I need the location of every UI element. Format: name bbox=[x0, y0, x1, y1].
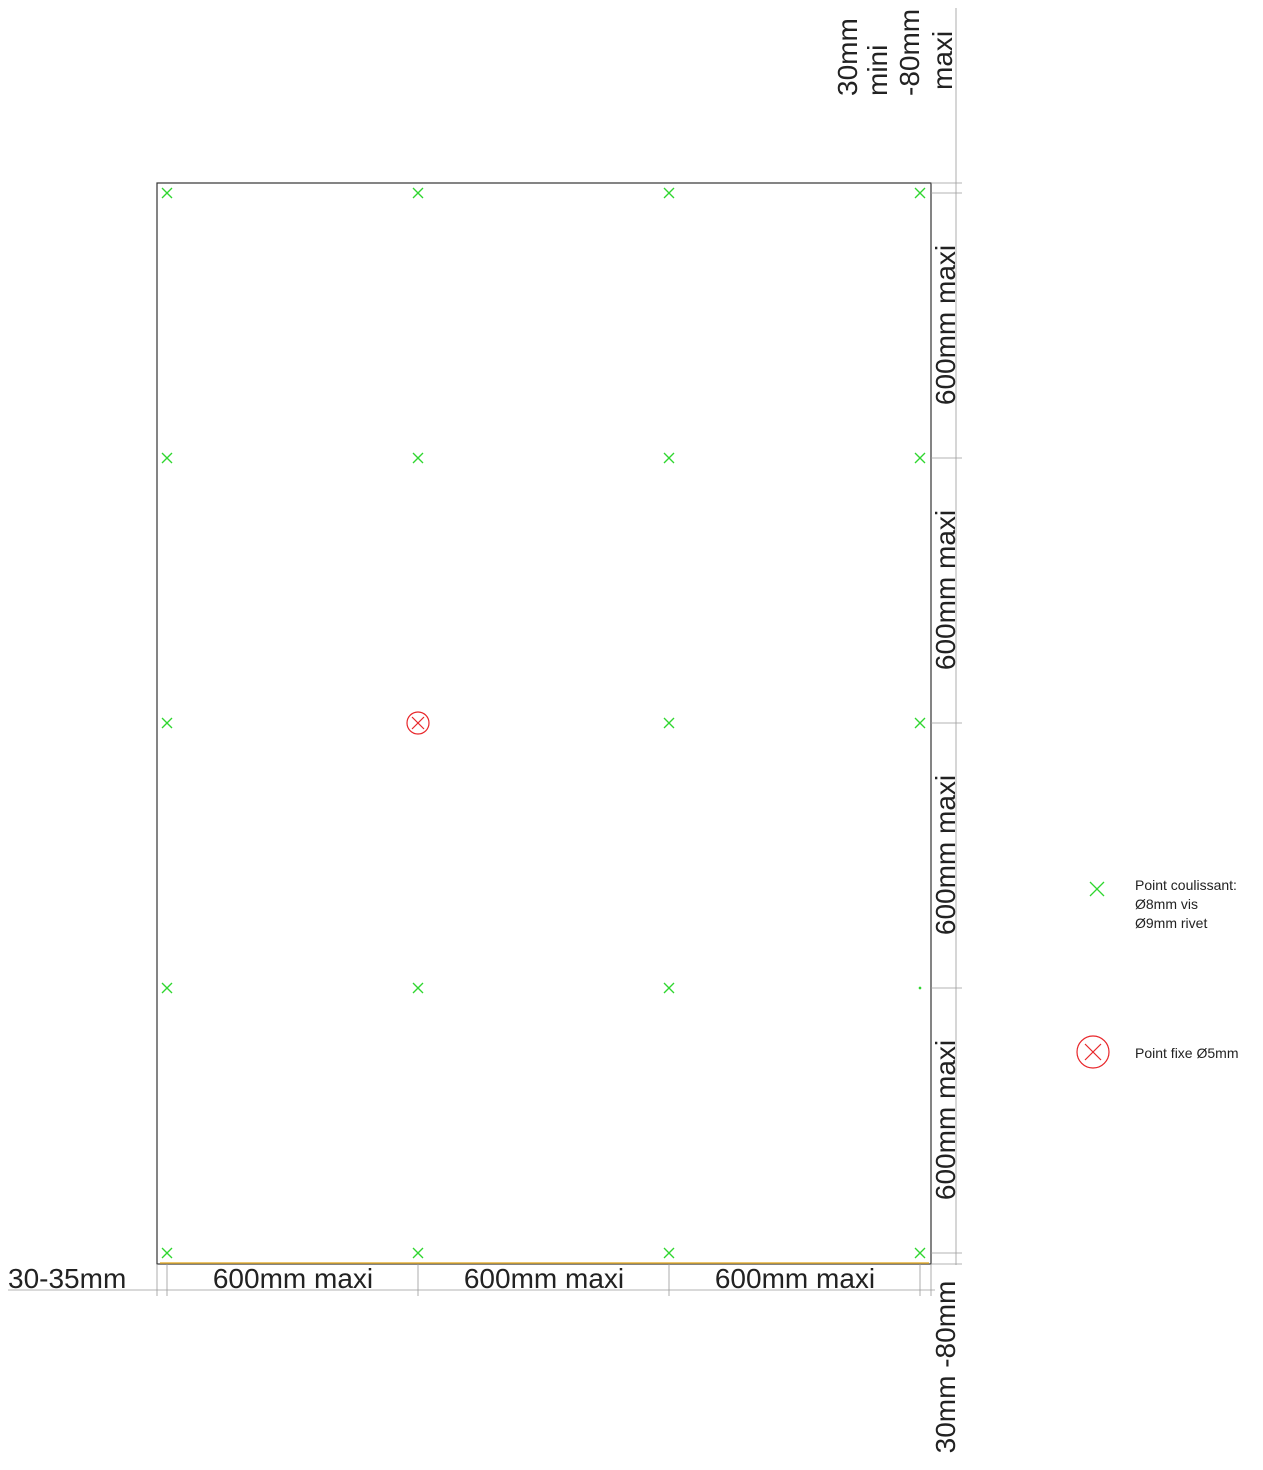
legend-sliding-point-rivet: Ø9mm rivet bbox=[1135, 915, 1207, 931]
horizontal-spacing-label-2: 600mm maxi bbox=[464, 1263, 624, 1294]
vertical-spacing-label-3: 600mm maxi bbox=[930, 775, 961, 935]
top-dim-line-4: maxi bbox=[927, 31, 958, 90]
legend-fixed-point-icon bbox=[1076, 1035, 1110, 1069]
sliding-point-marker bbox=[663, 1247, 675, 1259]
sliding-point-marker bbox=[663, 452, 675, 464]
sliding-point-marker bbox=[412, 982, 424, 994]
fixed-point-marker bbox=[406, 711, 430, 735]
sliding-point-marker bbox=[412, 452, 424, 464]
horizontal-spacing-label-3: 600mm maxi bbox=[715, 1263, 875, 1294]
sliding-point-marker bbox=[918, 986, 922, 990]
sliding-point-marker bbox=[663, 982, 675, 994]
sliding-point-marker bbox=[914, 1247, 926, 1259]
sliding-point-marker bbox=[161, 717, 173, 729]
bottom-edge-distance-label: 30mm -80mm bbox=[930, 1281, 961, 1454]
panel-outline bbox=[156, 182, 932, 1265]
sliding-point-marker bbox=[663, 187, 675, 199]
vertical-spacing-label-1: 600mm maxi bbox=[930, 245, 961, 405]
sliding-point-marker bbox=[914, 452, 926, 464]
legend-sliding-point-icon bbox=[1089, 881, 1105, 897]
vertical-dimension-chain bbox=[931, 8, 962, 1265]
sliding-point-marker bbox=[663, 717, 675, 729]
legend-sliding-point-screw: Ø8mm vis bbox=[1135, 896, 1198, 912]
sliding-point-marker bbox=[161, 187, 173, 199]
horizontal-dimension-chain bbox=[8, 1264, 935, 1296]
legend: Point coulissant: Ø8mm vis Ø9mm rivet Po… bbox=[1076, 877, 1238, 1069]
sliding-point-marker bbox=[161, 1247, 173, 1259]
sliding-point-marker bbox=[914, 187, 926, 199]
legend-sliding-point-title: Point coulissant: bbox=[1135, 877, 1237, 893]
sliding-point-marker bbox=[412, 1247, 424, 1259]
legend-fixed-point-label: Point fixe Ø5mm bbox=[1135, 1045, 1238, 1061]
vertical-spacing-label-4: 600mm maxi bbox=[930, 1040, 961, 1200]
side-edge-distance-label: 30-35mm bbox=[8, 1263, 126, 1294]
fixing-points bbox=[161, 187, 926, 1259]
vertical-spacing-label-2: 600mm maxi bbox=[930, 510, 961, 670]
top-edge-distance-label: 30mm mini -80mm maxi bbox=[832, 9, 958, 96]
horizontal-spacing-label-1: 600mm maxi bbox=[213, 1263, 373, 1294]
sliding-point-marker bbox=[412, 187, 424, 199]
top-dim-line-1: 30mm bbox=[832, 18, 863, 96]
sliding-point-marker bbox=[914, 717, 926, 729]
sliding-point-marker bbox=[161, 452, 173, 464]
top-dim-line-2: mini bbox=[862, 45, 893, 96]
sliding-point-marker bbox=[161, 982, 173, 994]
top-dim-line-3: -80mm bbox=[894, 9, 925, 96]
